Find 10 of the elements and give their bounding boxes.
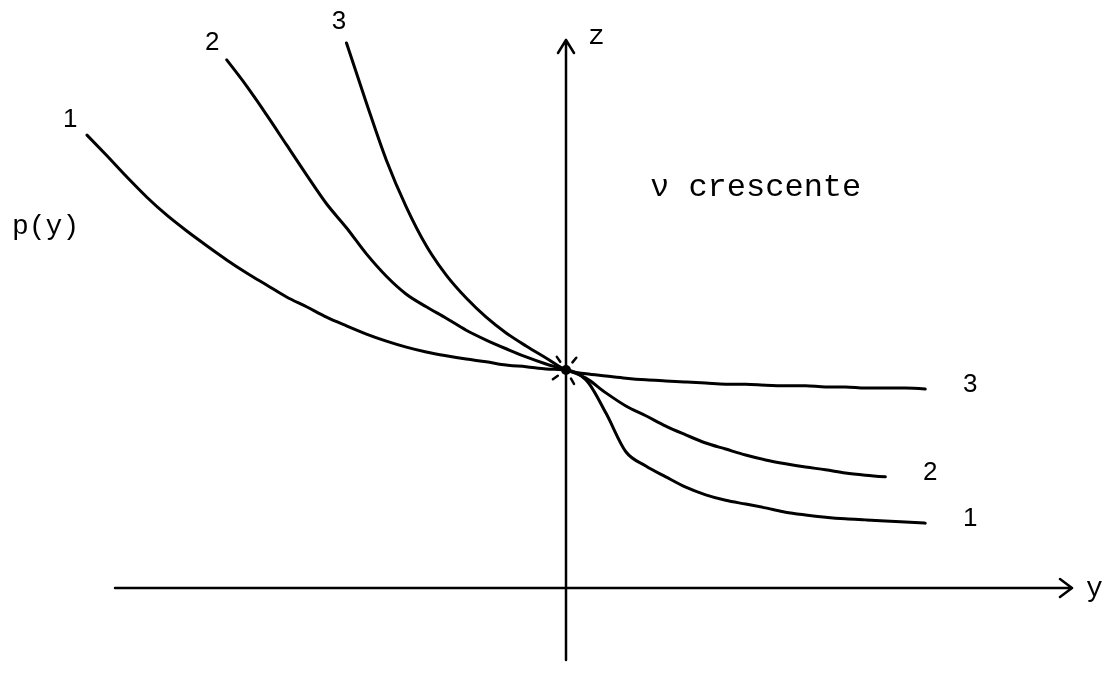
series-label: 3 (331, 5, 347, 36)
annotation: ν crescente (650, 169, 862, 206)
series-label: 2 (204, 25, 220, 56)
y-axis-title: z (588, 20, 605, 52)
text: 1 (963, 502, 978, 533)
text: 3 (963, 368, 978, 399)
x-axis-title: y (1086, 572, 1103, 604)
text: 2 (923, 455, 938, 486)
annotation: p(y) (12, 211, 80, 242)
series-label: 1 (63, 102, 78, 133)
